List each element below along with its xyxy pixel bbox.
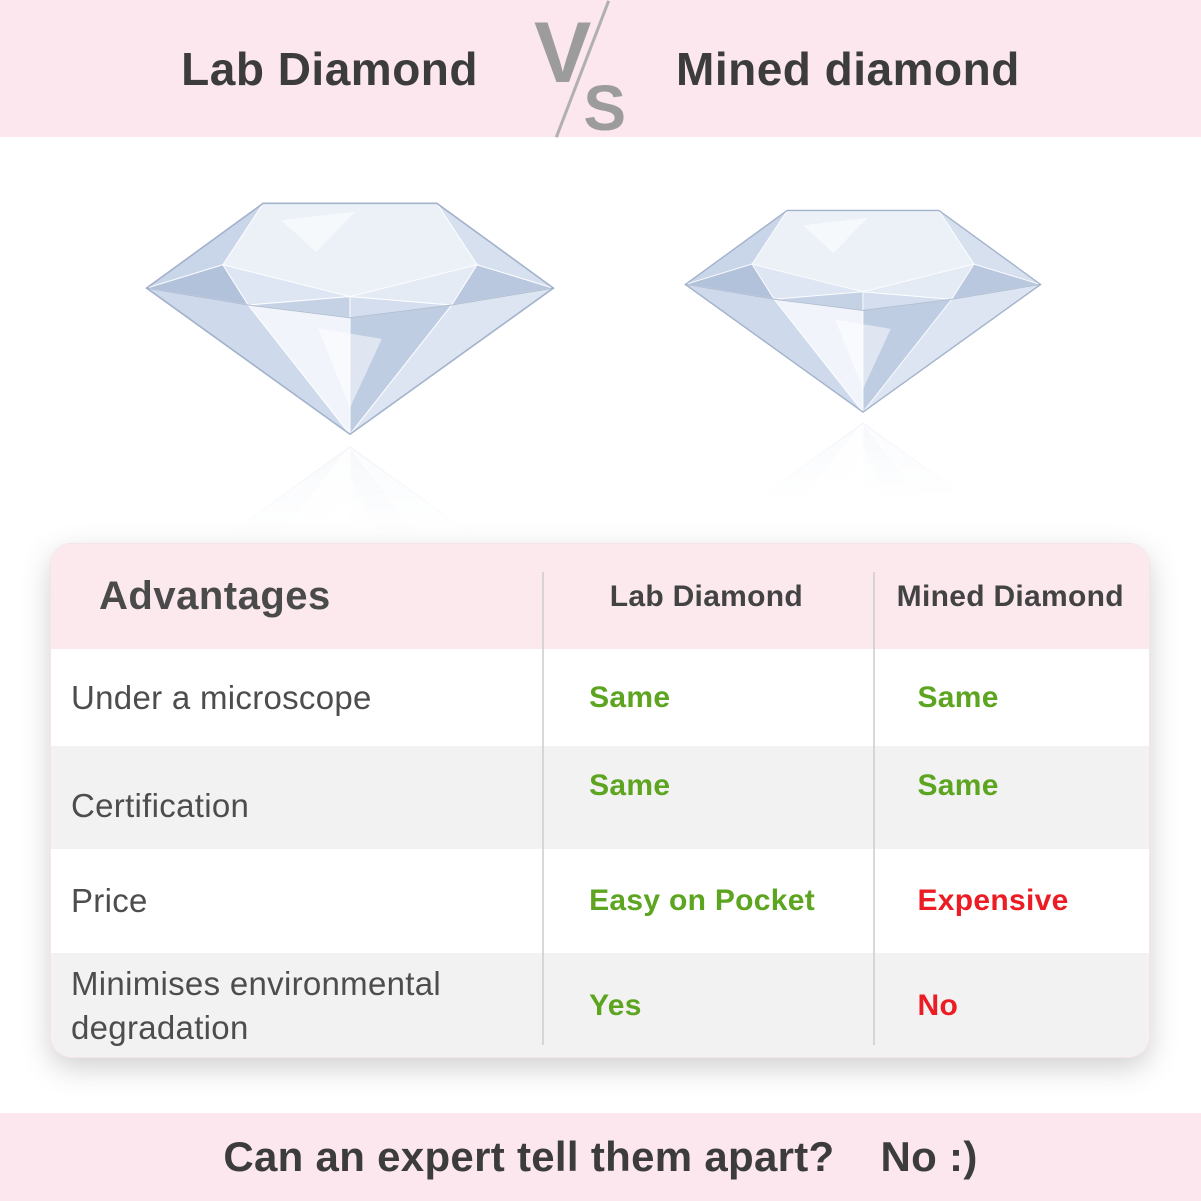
mined-value: Same [917,680,999,714]
table-row: Under a microscope Same Same [51,649,1149,746]
mined-value-cell: Expensive [871,849,1149,953]
diamond-illustration [678,190,1048,501]
mined-value-cell: Same [871,649,1149,746]
lab-value: Easy on Pocket [589,884,816,917]
row-label: Minimises environmental degradation [71,965,442,1046]
row-label: Under a microscope [71,678,372,716]
mined-value: Expensive [917,884,1069,917]
footer-question: Can an expert tell them apart? [223,1133,835,1180]
top-banner: Lab Diamond V S Mined diamond [0,0,1201,140]
table-row: Minimises environmental degradation Yes … [51,953,1149,1057]
lab-diamond-image [138,180,562,536]
column-divider [542,572,544,1045]
footer-banner: Can an expert tell them apart? No :) [0,1113,1201,1201]
lab-value-cell: Easy on Pocket [541,849,871,953]
advantages-heading: Advantages [99,574,331,618]
lab-value: Same [589,768,671,802]
right-title: Mined diamond [676,42,1020,95]
row-label: Price [71,882,148,920]
table-row: Certification Same Same [51,746,1149,849]
row-label: Certification [71,786,250,824]
header-cell-lab: Lab Diamond [541,580,871,614]
comparison-card: Advantages Lab Diamond Mined Diamond Und… [50,543,1150,1058]
footer-answer: No :) [880,1133,978,1180]
row-label-cell: Certification [51,754,541,857]
vs-mark: V S [534,0,626,140]
table-header-row: Advantages Lab Diamond Mined Diamond [51,544,1149,649]
lab-value-cell: Yes [541,953,871,1057]
lab-column-heading: Lab Diamond [609,579,804,613]
mined-diamond-image [678,190,1048,501]
header-cell-advantages: Advantages [51,574,541,619]
left-title: Lab Diamond [181,42,478,95]
mined-value: Same [917,768,999,802]
lab-value-cell: Same [541,734,871,837]
table-row: Price Easy on Pocket Expensive [51,849,1149,953]
row-label-cell: Price [51,849,541,953]
row-label-cell: Under a microscope [51,649,541,746]
column-divider [873,572,875,1045]
mined-value-cell: Same [871,734,1149,837]
mined-column-heading: Mined Diamond [896,579,1124,613]
lab-value: Same [589,680,671,714]
mined-value-cell: No [871,953,1149,1057]
row-label-cell: Minimises environmental degradation [51,953,541,1057]
diamond-illustration [138,180,562,536]
header-cell-mined: Mined Diamond [872,580,1149,614]
vs-letter-s: S [583,71,626,144]
vs-letter-v: V [534,4,592,101]
lab-value-cell: Same [541,649,871,746]
lab-value: Yes [589,989,642,1022]
mined-value: No [917,989,959,1022]
